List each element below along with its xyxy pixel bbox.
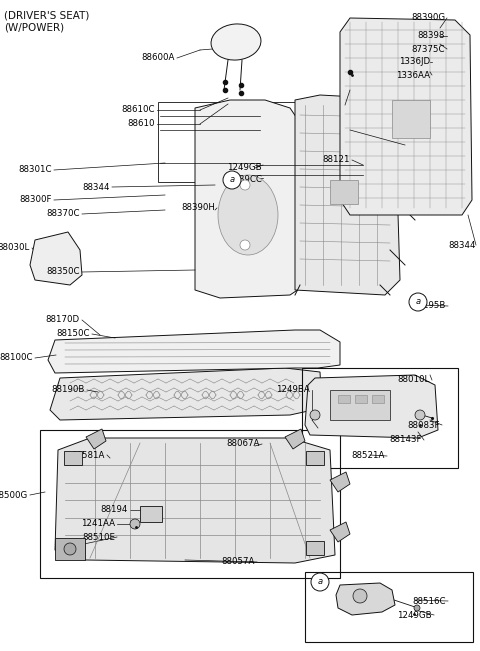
Polygon shape xyxy=(195,100,305,298)
Polygon shape xyxy=(86,429,106,449)
Circle shape xyxy=(64,543,76,555)
Bar xyxy=(338,395,350,403)
Polygon shape xyxy=(330,522,350,542)
Bar xyxy=(355,395,367,403)
Text: 88350C: 88350C xyxy=(47,268,80,277)
Text: 88121: 88121 xyxy=(323,156,350,165)
Text: 88300F: 88300F xyxy=(20,195,52,204)
Text: 88194: 88194 xyxy=(101,505,128,514)
Text: 1249GB: 1249GB xyxy=(397,611,432,620)
Text: (W/POWER): (W/POWER) xyxy=(4,22,64,32)
Text: 88600A: 88600A xyxy=(142,53,175,62)
Text: 88150C: 88150C xyxy=(57,329,90,339)
Text: 88610: 88610 xyxy=(128,120,155,128)
Circle shape xyxy=(223,171,241,189)
Circle shape xyxy=(415,410,425,420)
Text: 1336AA: 1336AA xyxy=(396,70,430,79)
Bar xyxy=(392,100,430,138)
Text: a: a xyxy=(317,577,323,587)
Polygon shape xyxy=(330,472,350,492)
Bar xyxy=(253,158,363,188)
Bar xyxy=(140,506,162,522)
Polygon shape xyxy=(295,95,400,295)
Text: 1339CC: 1339CC xyxy=(228,176,262,184)
Circle shape xyxy=(240,240,250,250)
Text: 88500G: 88500G xyxy=(0,490,28,499)
Bar xyxy=(372,395,384,403)
Text: 1249GB: 1249GB xyxy=(228,163,262,173)
Polygon shape xyxy=(55,438,335,563)
Text: 88100C: 88100C xyxy=(0,353,33,363)
Bar xyxy=(64,451,82,465)
Text: a: a xyxy=(415,298,420,307)
Text: 88195B: 88195B xyxy=(413,301,446,311)
Polygon shape xyxy=(336,583,395,615)
Bar xyxy=(158,102,313,182)
Text: 88581A: 88581A xyxy=(72,450,105,460)
Text: 88170D: 88170D xyxy=(46,316,80,324)
Bar xyxy=(40,430,340,578)
Polygon shape xyxy=(340,18,472,215)
Bar xyxy=(306,451,324,465)
Ellipse shape xyxy=(211,24,261,60)
Polygon shape xyxy=(305,375,438,438)
Text: 1241AA: 1241AA xyxy=(81,519,115,529)
Circle shape xyxy=(409,293,427,311)
Bar xyxy=(64,541,82,555)
Text: 88390H: 88390H xyxy=(181,204,215,212)
Text: 88067A: 88067A xyxy=(227,439,260,449)
Text: 1249BA: 1249BA xyxy=(276,385,310,395)
Circle shape xyxy=(240,180,250,190)
Bar xyxy=(213,198,328,228)
Text: 88390G: 88390G xyxy=(411,14,445,23)
Text: 1336JD: 1336JD xyxy=(399,57,430,66)
Circle shape xyxy=(311,573,329,591)
Polygon shape xyxy=(285,429,305,449)
Text: (DRIVER'S SEAT): (DRIVER'S SEAT) xyxy=(4,10,89,20)
Text: 88610C: 88610C xyxy=(121,105,155,115)
Text: 88030L: 88030L xyxy=(0,243,30,253)
Text: a: a xyxy=(229,176,235,184)
Text: 88398: 88398 xyxy=(418,31,445,40)
Text: 88083F: 88083F xyxy=(408,421,440,430)
Text: 88143F: 88143F xyxy=(389,436,422,445)
Polygon shape xyxy=(50,368,322,420)
Circle shape xyxy=(130,519,140,529)
Text: 88370C: 88370C xyxy=(47,210,80,219)
Polygon shape xyxy=(48,330,340,373)
Bar xyxy=(302,368,458,468)
Bar xyxy=(330,180,358,204)
Text: 88057A: 88057A xyxy=(222,557,255,566)
Text: 88301C: 88301C xyxy=(19,165,52,174)
Polygon shape xyxy=(30,232,82,285)
Ellipse shape xyxy=(218,175,278,255)
Text: 88521A: 88521A xyxy=(352,452,385,460)
Bar xyxy=(55,538,85,560)
Bar xyxy=(306,541,324,555)
Bar xyxy=(330,390,390,420)
Circle shape xyxy=(414,605,420,611)
Text: 88516C: 88516C xyxy=(412,596,446,605)
Bar xyxy=(362,28,458,82)
Text: 88190B: 88190B xyxy=(52,385,85,395)
Text: 88510E: 88510E xyxy=(82,533,115,542)
Circle shape xyxy=(310,410,320,420)
Text: 88344: 88344 xyxy=(83,182,110,191)
Circle shape xyxy=(353,589,367,603)
Text: 88010L: 88010L xyxy=(398,376,430,385)
Text: 87375C: 87375C xyxy=(411,44,445,53)
Bar xyxy=(305,572,473,642)
Text: 88344: 88344 xyxy=(448,240,476,249)
